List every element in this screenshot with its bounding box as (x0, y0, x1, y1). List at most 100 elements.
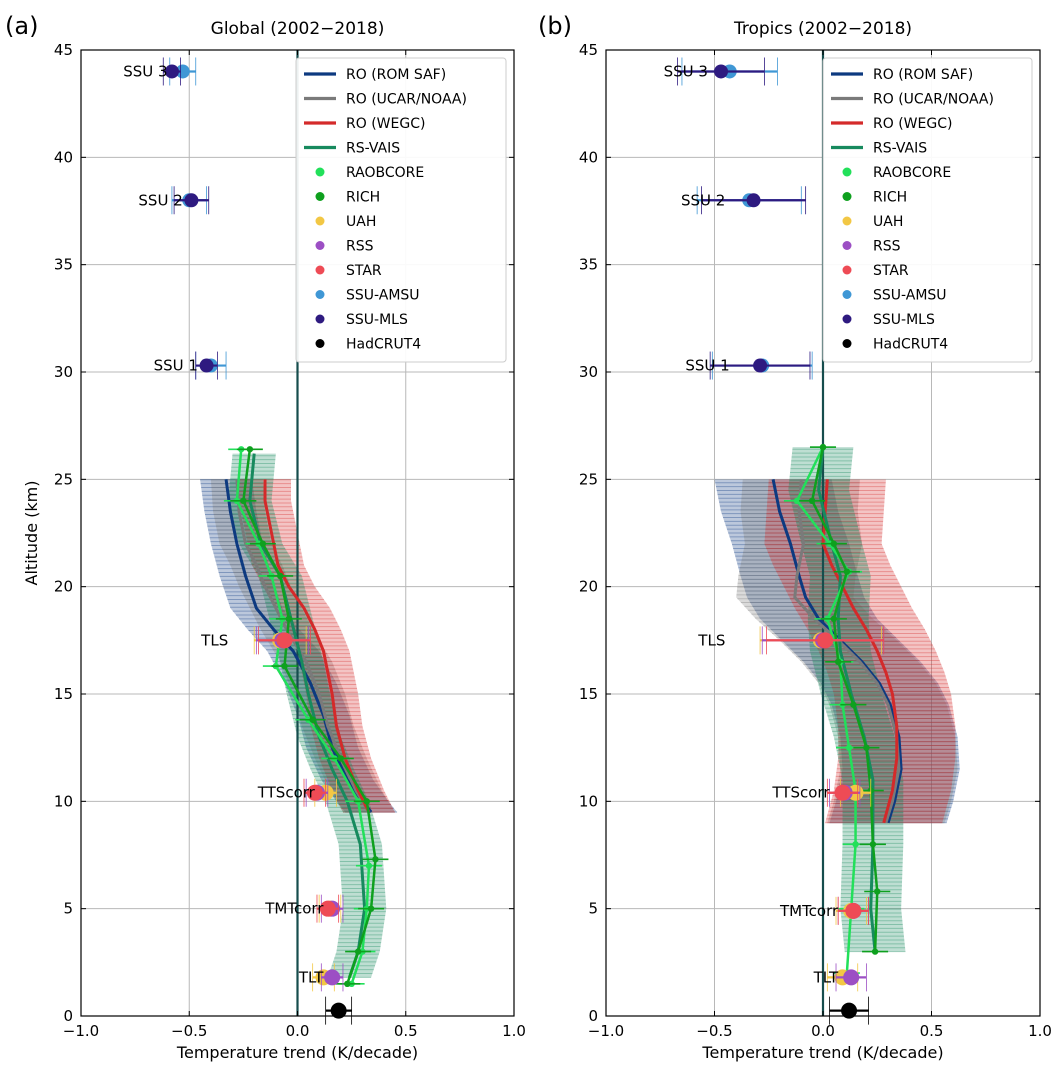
data-point (365, 862, 373, 869)
uncertainty-band (788, 447, 906, 952)
satellite-point (276, 632, 293, 649)
panel-letter: (b) (538, 12, 572, 40)
x-tick-label: 0.0 (811, 1022, 835, 1040)
legend-label: RAOBCORE (346, 165, 424, 181)
satellite-group: TMTcorr (779, 896, 869, 925)
legend-swatch-dot (842, 192, 852, 201)
y-tick-label: 5 (63, 900, 73, 918)
satellite-point (714, 64, 729, 79)
legend-label: RO (UCAR/NOAA) (346, 92, 467, 108)
y-tick-label: 40 (579, 148, 598, 166)
satellite-label: TMTcorr (264, 900, 324, 918)
series-line-rich (810, 446, 879, 952)
satellite-point (843, 969, 860, 986)
legend: RO (ROM SAF) RO (UCAR/NOAA) RO (WEGC) RS-VA… (822, 57, 1033, 363)
x-tick-label: 1.0 (502, 1022, 526, 1040)
satellite-group: SSU 3 (123, 57, 197, 86)
satellite-group (325, 996, 353, 1025)
data-point (309, 716, 316, 723)
x-axis-title: Temperature trend (K/decade) (176, 1043, 418, 1062)
legend-swatch-dot (842, 290, 852, 299)
series-line-rs-vais (248, 453, 367, 978)
satellite-group: TLS (697, 626, 885, 655)
legend-label: HadCRUT4 (346, 337, 421, 353)
panel-title: Tropics (2002−2018) (733, 19, 912, 39)
x-tick-label: 1.0 (1028, 1022, 1052, 1040)
satellite-point (306, 784, 323, 801)
legend-swatch-dot (315, 339, 325, 348)
legend-swatch-dot (315, 290, 325, 299)
data-point (372, 856, 379, 863)
satellite-point (753, 358, 768, 373)
y-tick-label: 30 (54, 363, 73, 381)
panel-title: Global (2002−2018) (211, 19, 385, 39)
legend-label: SSU-MLS (873, 312, 935, 328)
data-point (871, 948, 879, 955)
y-tick-label: 35 (579, 256, 598, 274)
satellite-group: SSU 2 (138, 186, 210, 215)
legend-label: RICH (873, 190, 907, 206)
satellite-point (199, 358, 214, 373)
data-point (246, 446, 254, 453)
y-tick-label: 5 (588, 900, 598, 918)
legend-label: SSU-MLS (346, 312, 408, 328)
legend-label: RS-VAIS (873, 141, 927, 157)
satellite-label: SSU 1 (154, 357, 198, 375)
y-tick-label: 45 (579, 41, 598, 59)
legend-box (295, 57, 507, 363)
legend-label: RSS (873, 239, 901, 255)
legend-label: RICH (346, 190, 380, 206)
satellite-label: SSU 2 (681, 191, 725, 209)
legend-swatch-dot (315, 241, 325, 250)
satellite-label: TLT (298, 968, 324, 986)
x-tick-label: −0.5 (696, 1022, 732, 1040)
legend-swatch-dot (842, 216, 852, 226)
satellite-label: SSU 1 (685, 357, 729, 375)
data-point (863, 744, 870, 751)
legend-swatch-dot (315, 192, 325, 201)
satellite-group: TLT (813, 963, 867, 992)
data-point (874, 888, 881, 895)
y-tick-label: 0 (588, 1007, 598, 1025)
satellite-point (746, 193, 761, 208)
legend-swatch-dot (842, 167, 852, 177)
series-line-ro-rom-saf- (771, 479, 903, 824)
satellite-group: TMTcorr (264, 894, 344, 923)
data-point (830, 540, 838, 547)
satellite-point (841, 1002, 858, 1019)
satellite-label: TLS (697, 631, 725, 649)
satellite-label: SSU 3 (664, 62, 708, 80)
x-tick-label: 0.0 (286, 1022, 310, 1040)
series-line-ro-wegc- (263, 479, 371, 813)
satellite-label: TMTcorr (779, 902, 839, 920)
data-point (869, 841, 877, 848)
y-tick-label: 45 (54, 41, 73, 59)
data-point (337, 755, 344, 762)
legend-swatch-dot (315, 265, 325, 275)
satellite-point (184, 193, 199, 208)
satellite-point (324, 969, 341, 986)
satellite-label: TLS (200, 631, 228, 649)
data-point (830, 615, 838, 623)
satellite-point (834, 784, 851, 801)
x-tick-label: 0.5 (920, 1022, 944, 1040)
satellite-point (817, 632, 834, 649)
series-line-raobcore (795, 446, 857, 974)
satellite-group: SSU 1 (685, 351, 813, 380)
legend-label: RAOBCORE (873, 165, 951, 181)
legend-label: RO (WEGC) (873, 116, 952, 132)
data-point (834, 658, 842, 665)
data-point (852, 841, 859, 848)
x-tick-label: −0.5 (171, 1022, 207, 1040)
legend-swatch-dot (842, 314, 852, 324)
legend-label: STAR (873, 263, 909, 279)
data-point (276, 572, 284, 580)
satellite-group: SSU 2 (681, 186, 807, 215)
legend-swatch-dot (315, 216, 325, 226)
panel-global: SSU 3 SSU 2 SSU 1 TLS TTScorr TMTcorr TLT −1.0 −… (5, 12, 526, 1062)
legend-label: UAH (346, 214, 376, 230)
y-tick-label: 40 (54, 148, 73, 166)
data-point (240, 497, 247, 504)
satellite-label: SSU 2 (138, 191, 182, 209)
satellite-point (319, 900, 336, 917)
